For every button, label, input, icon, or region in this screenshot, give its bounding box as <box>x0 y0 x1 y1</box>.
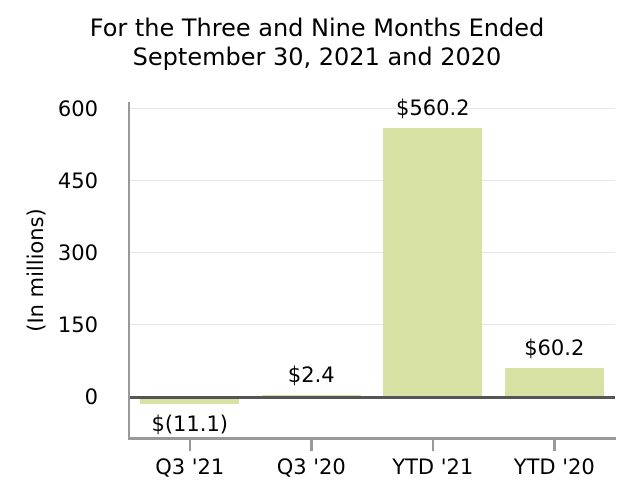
bar-value-label: $560.2 <box>396 95 470 120</box>
y-axis-title: (In millions) <box>24 208 48 332</box>
x-tick <box>310 438 313 451</box>
bar-value-label: $60.2 <box>524 335 585 360</box>
x-tick-label: YTD '21 <box>392 455 474 479</box>
bar <box>140 396 240 404</box>
x-tick-label: Q3 '20 <box>276 455 346 479</box>
gridline <box>130 107 615 110</box>
y-tick-label: 600 <box>57 96 98 121</box>
x-tick-label: Q3 '21 <box>155 455 225 479</box>
chart-title: For the Three and Nine Months Ended Sept… <box>0 14 634 72</box>
chart-title-line2: September 30, 2021 and 2020 <box>132 43 502 71</box>
bar <box>504 367 604 398</box>
bar-value-label: $(11.1) <box>151 411 229 436</box>
x-tick <box>188 438 191 451</box>
y-axis-spine <box>128 102 130 439</box>
x-tick <box>431 438 434 451</box>
bar-value-label: $2.4 <box>287 363 335 388</box>
gridline <box>130 323 615 326</box>
gridline <box>130 179 615 182</box>
y-tick-label: 450 <box>57 168 98 193</box>
x-axis-spine <box>128 437 616 440</box>
chart-title-line1: For the Three and Nine Months Ended <box>89 14 545 42</box>
y-tick-label: 150 <box>57 312 98 337</box>
bar <box>383 127 483 398</box>
y-tick-label: 0 <box>84 384 98 409</box>
zero-line <box>129 395 615 399</box>
x-tick-label: YTD '20 <box>513 455 595 479</box>
x-tick <box>553 438 556 451</box>
gridline <box>130 251 615 254</box>
y-tick-label: 300 <box>57 240 98 265</box>
